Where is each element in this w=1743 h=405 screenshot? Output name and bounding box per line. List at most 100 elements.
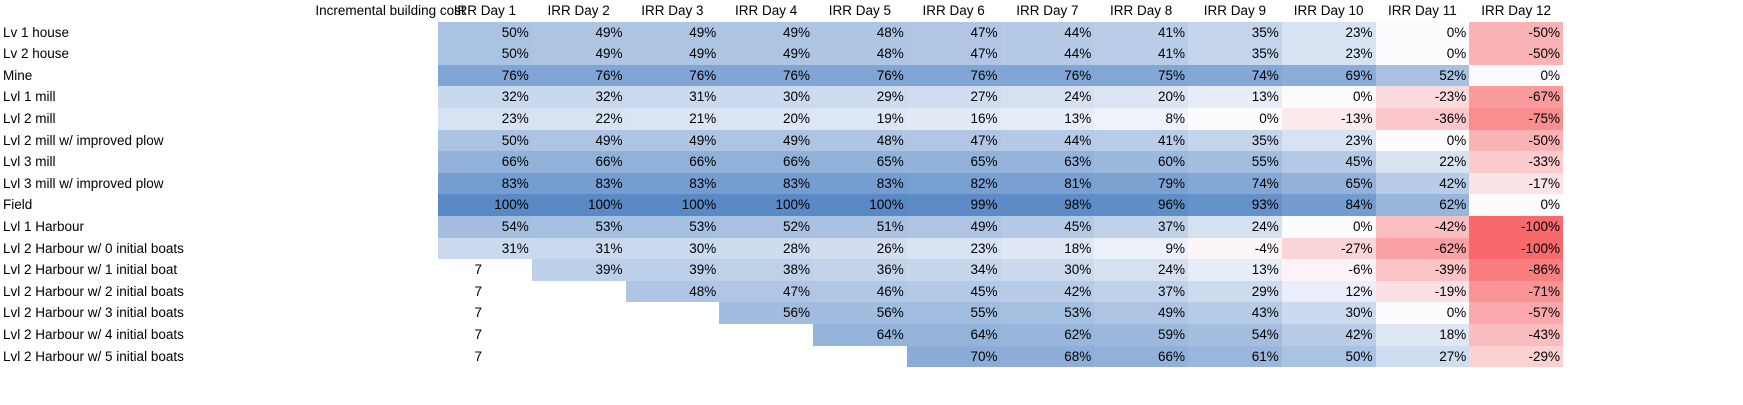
irr-cell-day-4[interactable]: 20%	[719, 108, 813, 130]
irr-cell-day-8[interactable]: 8%	[1094, 108, 1188, 130]
irr-cell-day-5[interactable]: 51%	[813, 216, 907, 238]
irr-cell-day-9[interactable]: 0%	[1188, 108, 1282, 130]
irr-cell-day-10[interactable]: 23%	[1281, 43, 1376, 65]
irr-cell-day-9[interactable]: 74%	[1188, 64, 1282, 87]
irr-cell-day-3[interactable]: 31%	[625, 86, 720, 108]
header-day-1[interactable]: IRR Day 1	[453, 3, 517, 18]
irr-cell-day-1[interactable]	[438, 281, 532, 303]
irr-cell-day-10[interactable]: 12%	[1281, 280, 1376, 303]
irr-cell-day-4[interactable]: 52%	[719, 216, 813, 238]
irr-cell-day-10[interactable]: -27%	[1281, 237, 1376, 260]
irr-cell-day-10[interactable]: 84%	[1281, 194, 1376, 216]
irr-cell-day-6[interactable]: 47%	[906, 43, 1001, 65]
irr-cell-day-4[interactable]: 100%	[719, 194, 813, 216]
irr-cell-day-4[interactable]: 49%	[719, 43, 813, 65]
irr-cell-day-8[interactable]: 79%	[1094, 172, 1188, 195]
row-label-cell[interactable]: Lvl 2 Harbour w/ 0 initial boats	[3, 240, 184, 256]
irr-cell-day-9[interactable]: 29%	[1188, 280, 1282, 303]
irr-cell-day-4[interactable]: 28%	[719, 237, 813, 260]
irr-cell-day-8[interactable]: 59%	[1094, 324, 1188, 346]
irr-cell-day-2[interactable]: 83%	[531, 172, 626, 195]
row-label-cell[interactable]: Mine	[3, 67, 33, 83]
irr-cell-day-12[interactable]: -67%	[1469, 86, 1563, 108]
cost-cell[interactable]: 7	[474, 262, 482, 278]
irr-cell-day-7[interactable]: 44%	[1000, 129, 1095, 152]
header-day-12[interactable]: IRR Day 12	[1481, 3, 1552, 18]
irr-cell-day-8[interactable]: 9%	[1094, 237, 1188, 260]
irr-cell-day-5[interactable]: 36%	[813, 259, 907, 281]
row-label-cell[interactable]: Lvl 2 Harbour w/ 1 initial boat	[3, 262, 178, 278]
irr-cell-day-8[interactable]: 96%	[1094, 194, 1188, 216]
irr-cell-day-6[interactable]: 47%	[906, 129, 1001, 152]
irr-cell-day-10[interactable]: 42%	[1281, 324, 1376, 346]
irr-cell-day-2[interactable]: 49%	[531, 43, 626, 65]
irr-cell-day-11[interactable]: 18%	[1375, 324, 1470, 346]
irr-cell-day-12[interactable]: -75%	[1469, 108, 1563, 130]
irr-cell-day-1[interactable]: 54%	[438, 216, 532, 238]
irr-cell-day-12[interactable]: -71%	[1469, 280, 1563, 303]
irr-cell-day-8[interactable]: 75%	[1094, 64, 1188, 87]
irr-cell-day-10[interactable]: -6%	[1281, 259, 1376, 281]
irr-cell-day-5[interactable]: 48%	[813, 129, 907, 152]
irr-cell-day-7[interactable]: 30%	[1000, 259, 1095, 281]
irr-cell-day-9[interactable]: 43%	[1188, 302, 1282, 324]
irr-cell-day-2[interactable]: 32%	[531, 86, 626, 108]
irr-cell-day-4[interactable]: 47%	[719, 280, 813, 303]
irr-cell-day-11[interactable]: -39%	[1375, 259, 1470, 281]
irr-cell-day-2[interactable]: 100%	[531, 194, 626, 216]
row-label-cell[interactable]: Lvl 2 Harbour w/ 3 initial boats	[3, 305, 184, 321]
row-label-cell[interactable]: Lvl 2 mill	[3, 111, 56, 126]
irr-cell-day-8[interactable]: 49%	[1094, 302, 1188, 324]
irr-cell-day-3[interactable]: 49%	[625, 43, 720, 65]
irr-cell-day-11[interactable]: 42%	[1375, 172, 1470, 195]
irr-cell-day-7[interactable]: 98%	[1000, 194, 1095, 216]
row-label-cell[interactable]: Lvl 2 mill w/ improved plow	[3, 132, 164, 148]
header-day-5[interactable]: IRR Day 5	[828, 3, 892, 18]
irr-cell-day-12[interactable]: -33%	[1469, 151, 1563, 173]
header-cost[interactable]: Incremental building cost	[315, 3, 465, 18]
irr-cell-day-11[interactable]: -23%	[1375, 86, 1470, 108]
irr-cell-day-8[interactable]: 41%	[1094, 21, 1188, 44]
irr-cell-day-3[interactable]: 53%	[625, 216, 720, 238]
irr-cell-day-10[interactable]: 0%	[1281, 86, 1376, 108]
irr-cell-day-12[interactable]: -17%	[1469, 172, 1563, 195]
irr-cell-day-8[interactable]: 41%	[1094, 43, 1188, 65]
irr-cell-day-11[interactable]: 27%	[1375, 345, 1470, 368]
row-label-cell[interactable]: Field	[3, 197, 33, 213]
irr-cell-day-10[interactable]: 0%	[1281, 216, 1376, 238]
irr-cell-day-6[interactable]: 70%	[906, 345, 1001, 368]
irr-cell-day-7[interactable]: 42%	[1000, 280, 1095, 303]
irr-cell-day-3[interactable]: 49%	[625, 21, 720, 44]
irr-cell-day-12[interactable]: -57%	[1469, 302, 1563, 324]
cost-cell[interactable]: 7	[474, 327, 482, 342]
irr-cell-day-6[interactable]: 55%	[906, 302, 1001, 324]
irr-cell-day-6[interactable]: 45%	[906, 280, 1001, 303]
irr-cell-day-8[interactable]: 24%	[1094, 259, 1188, 281]
irr-cell-day-10[interactable]: 23%	[1281, 21, 1376, 44]
irr-cell-day-5[interactable]: 64%	[813, 324, 907, 346]
irr-cell-day-3[interactable]: 83%	[625, 172, 720, 195]
irr-cell-day-4[interactable]: 38%	[719, 259, 813, 281]
irr-cell-day-4[interactable]	[719, 346, 813, 368]
irr-cell-day-1[interactable]	[438, 259, 532, 281]
irr-cell-day-5[interactable]: 29%	[813, 86, 907, 108]
irr-cell-day-12[interactable]: -100%	[1469, 237, 1563, 260]
irr-cell-day-5[interactable]: 19%	[813, 108, 907, 130]
irr-cell-day-11[interactable]: 52%	[1375, 64, 1470, 87]
irr-cell-day-2[interactable]: 49%	[531, 129, 626, 152]
irr-cell-day-8[interactable]: 60%	[1094, 151, 1188, 173]
irr-cell-day-12[interactable]: -50%	[1469, 21, 1563, 44]
irr-cell-day-5[interactable]: 100%	[813, 194, 907, 216]
header-day-10[interactable]: IRR Day 10	[1293, 3, 1364, 18]
irr-cell-day-7[interactable]: 18%	[1000, 237, 1095, 260]
header-day-8[interactable]: IRR Day 8	[1109, 3, 1173, 18]
irr-cell-day-6[interactable]: 34%	[906, 259, 1001, 281]
irr-cell-day-1[interactable]: 23%	[438, 108, 532, 130]
cost-cell[interactable]: 7	[474, 305, 482, 321]
irr-cell-day-4[interactable]: 56%	[719, 302, 813, 324]
irr-cell-day-2[interactable]: 22%	[531, 108, 626, 130]
irr-cell-day-11[interactable]: 22%	[1375, 151, 1470, 173]
irr-cell-day-5[interactable]: 48%	[813, 21, 907, 44]
irr-cell-day-1[interactable]	[438, 346, 532, 368]
irr-cell-day-9[interactable]: 54%	[1188, 324, 1282, 346]
